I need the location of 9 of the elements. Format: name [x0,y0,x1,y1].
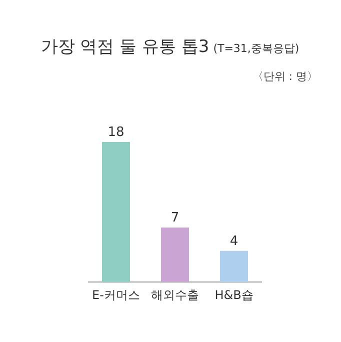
text: 〈단위 : 명〉 [252,70,318,83]
chart-title: 가장 역점 둘 유통 톱3 [40,37,210,57]
chart-subtitle: (T=31,중복응답) [213,42,300,55]
x-tick-label: E-커머스 [92,288,140,302]
x-tick-label: H&B숍 [214,288,254,302]
data-label: 7 [170,210,180,226]
data-label: 18 [108,125,124,140]
data-label: 4 [230,234,238,249]
x-tick-label: 해외수출 [151,288,199,302]
